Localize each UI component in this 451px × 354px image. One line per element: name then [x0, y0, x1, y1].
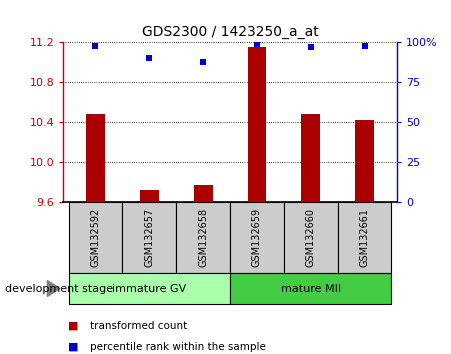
Text: GSM132660: GSM132660 — [306, 208, 316, 267]
Text: ■: ■ — [68, 342, 78, 352]
Bar — [86, 114, 105, 202]
Bar — [248, 47, 267, 202]
Point — [253, 41, 261, 47]
Bar — [301, 114, 320, 202]
Text: development stage: development stage — [5, 284, 113, 293]
Point — [146, 56, 153, 61]
Text: GSM132659: GSM132659 — [252, 207, 262, 267]
Text: ■: ■ — [68, 321, 78, 331]
Bar — [176, 202, 230, 273]
Text: GSM132592: GSM132592 — [91, 207, 101, 267]
Bar — [193, 185, 212, 202]
Text: mature MII: mature MII — [281, 284, 341, 293]
Bar — [284, 202, 338, 273]
Bar — [230, 273, 391, 304]
Polygon shape — [47, 280, 60, 297]
Point — [199, 59, 207, 64]
Text: percentile rank within the sample: percentile rank within the sample — [90, 342, 266, 352]
Text: immature GV: immature GV — [112, 284, 186, 293]
Text: GSM132658: GSM132658 — [198, 207, 208, 267]
Bar — [69, 273, 230, 304]
Bar — [122, 202, 176, 273]
Point — [92, 43, 99, 48]
Bar — [230, 202, 284, 273]
Bar — [355, 120, 374, 202]
Point — [307, 45, 314, 50]
Text: GSM132657: GSM132657 — [144, 207, 154, 267]
Bar — [140, 190, 159, 202]
Point — [361, 43, 368, 48]
Title: GDS2300 / 1423250_a_at: GDS2300 / 1423250_a_at — [142, 25, 318, 39]
Text: GSM132661: GSM132661 — [359, 208, 369, 267]
Text: transformed count: transformed count — [90, 321, 188, 331]
Bar — [69, 202, 122, 273]
Bar — [338, 202, 391, 273]
